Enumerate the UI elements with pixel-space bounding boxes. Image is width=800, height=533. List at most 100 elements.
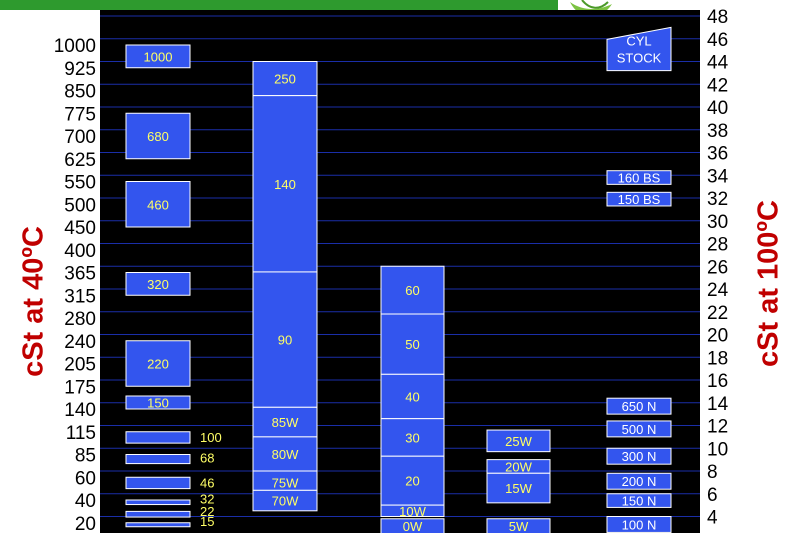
grade-label: 140 [274,177,296,192]
grade-label: 80W [272,447,299,462]
grade-bar [125,272,191,296]
grade-label: 150 BS [618,192,661,207]
grade-label: 320 [147,277,169,292]
grade-label: 85W [272,415,299,430]
grade-label: 15W [505,481,532,496]
left-tick-label: 175 [64,377,96,398]
left-tick-label: 60 [75,468,96,489]
left-tick-label: 550 [64,173,96,194]
left-tick-label: 850 [64,82,96,103]
left-tick-label: 315 [64,286,96,307]
grade-bar [252,95,318,273]
grade-bar [125,112,191,160]
grade-bar [125,454,191,465]
left-tick-label: 400 [64,241,96,262]
grade-bar [380,373,445,420]
left-tick-label: 280 [64,309,96,330]
left-tick-label: 500 [64,195,96,216]
grade-label: 40 [405,389,419,404]
grade-label: 220 [147,357,169,372]
left-tick-label: 205 [64,355,96,376]
grade-label: 68 [200,451,214,466]
right-tick-label: 6 [707,485,718,506]
grade-label: 150 N [622,494,657,509]
right-tick-label: 4 [707,508,718,529]
grade-bar [606,447,672,465]
grade-bar [606,26,672,72]
grade-label: 150 [147,396,169,411]
right-tick-label: 18 [707,348,728,369]
grade-bar [606,516,672,533]
right-tick-label: 32 [707,189,728,210]
right-tick-label: 12 [707,417,728,438]
left-tick-label: 1000 [54,36,96,57]
right-tick-label: 16 [707,371,728,392]
left-tick-label: 925 [64,59,96,80]
left-tick-label: 365 [64,264,96,285]
right-tick-label: 30 [707,212,728,233]
left-tick-label: 85 [75,446,96,467]
right-tick-label: 22 [707,303,728,324]
grade-bar [380,313,445,375]
grade-label: 70W [272,494,299,509]
right-tick-label: 10 [707,439,728,460]
grade-bar [252,406,318,438]
grade-bar [252,436,318,472]
grade-label: 0W [403,519,423,533]
grade-label: 160 BS [618,171,661,186]
grade-label: 100 N [622,517,657,532]
right-tick-label: 20 [707,326,728,347]
grade-bar [125,431,191,444]
grade-label: CYL [626,33,651,48]
grade-label: 100 [200,430,222,445]
grade-bar [486,429,551,453]
right-tick-label: 38 [707,121,728,142]
left-tick-label: 240 [64,332,96,353]
grade-label: 20 [405,474,419,489]
grade-label: 15 [200,514,214,529]
grade-bar [486,518,551,533]
right-tick-label: 34 [707,166,729,187]
grade-label: 650 N [622,399,657,414]
right-tick-label: 36 [707,144,728,165]
grade-bar [252,271,318,408]
grade-label: 680 [147,129,169,144]
left-tick-label: 625 [64,150,96,171]
grade-label: 5W [509,519,529,533]
grade-bar [252,61,318,97]
grade-bar [380,504,445,517]
left-tick-label: 115 [66,423,96,444]
grade-bar [125,522,191,528]
grade-bar [252,489,318,512]
right-tick-label: 44 [707,53,729,74]
grade-label: 300 N [622,449,657,464]
grade-bar [380,418,445,457]
grade-label: 30 [405,430,419,445]
right-axis-title: cSt at 100ºC [752,200,785,367]
grade-bar [125,476,191,490]
grade-label: 50 [405,337,419,352]
grade-bar [486,472,551,504]
grade-label: STOCK [617,50,662,65]
grade-label: 250 [274,72,296,87]
right-tick-label: 8 [707,462,718,483]
grade-bar [606,493,672,508]
right-tick-label: 14 [707,394,729,415]
grade-bar [606,170,672,185]
grade-label: 90 [278,333,292,348]
grade-label: 22 [200,504,214,519]
grade-label: 46 [200,476,214,491]
left-tick-label: 20 [75,514,96,533]
left-tick-label: 775 [64,104,96,125]
grade-bar [606,397,672,415]
grade-label: 75W [272,476,299,491]
grade-label: 60 [405,283,419,298]
grade-bar [125,395,191,410]
left-tick-label: 140 [64,400,96,421]
left-axis-title: cSt at 40ºC [17,226,50,377]
right-tick-label: 46 [707,30,728,51]
grade-bar [606,420,672,438]
grade-label: 460 [147,197,169,212]
grade-label: 32 [200,492,214,507]
